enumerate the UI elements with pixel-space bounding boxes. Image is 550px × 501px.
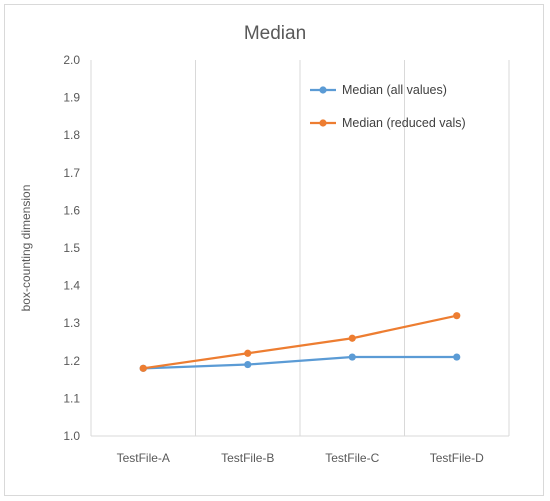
x-tick-label: TestFile-A <box>117 451 170 465</box>
legend-marker <box>319 119 327 127</box>
data-point <box>244 349 252 357</box>
data-point <box>244 360 252 369</box>
data-point <box>453 353 461 361</box>
y-tick-label: 1.2 <box>63 354 80 368</box>
y-axis-title: box-counting dimension <box>19 185 33 312</box>
chart-frame <box>4 4 544 496</box>
data-point <box>348 334 356 342</box>
data-point <box>139 364 147 372</box>
data-point <box>348 353 356 361</box>
y-tick-label: 1.9 <box>63 91 80 105</box>
x-tick-label: TestFile-C <box>325 451 379 465</box>
series-line <box>143 355 457 370</box>
y-tick-label: 1.1 <box>63 391 80 405</box>
y-tick-label: 2.0 <box>63 53 80 67</box>
legend-entry: Median (all values) <box>342 83 447 97</box>
legend-entry: Median (reduced vals) <box>342 116 466 130</box>
y-tick-label: 1.4 <box>63 279 80 293</box>
y-tick-label: 1.3 <box>63 316 80 330</box>
data-point <box>453 312 461 320</box>
x-tick-label: TestFile-D <box>430 451 484 465</box>
y-tick-label: 1.5 <box>63 241 80 255</box>
y-tick-label: 1.7 <box>63 166 80 180</box>
chart-title: Median <box>244 23 306 44</box>
y-tick-label: 1.0 <box>63 429 80 443</box>
series-line <box>143 314 457 370</box>
x-tick-label: TestFile-B <box>221 451 274 465</box>
legend-marker <box>319 86 327 94</box>
y-tick-label: 1.8 <box>63 128 80 142</box>
y-tick-label: 1.6 <box>63 203 80 217</box>
